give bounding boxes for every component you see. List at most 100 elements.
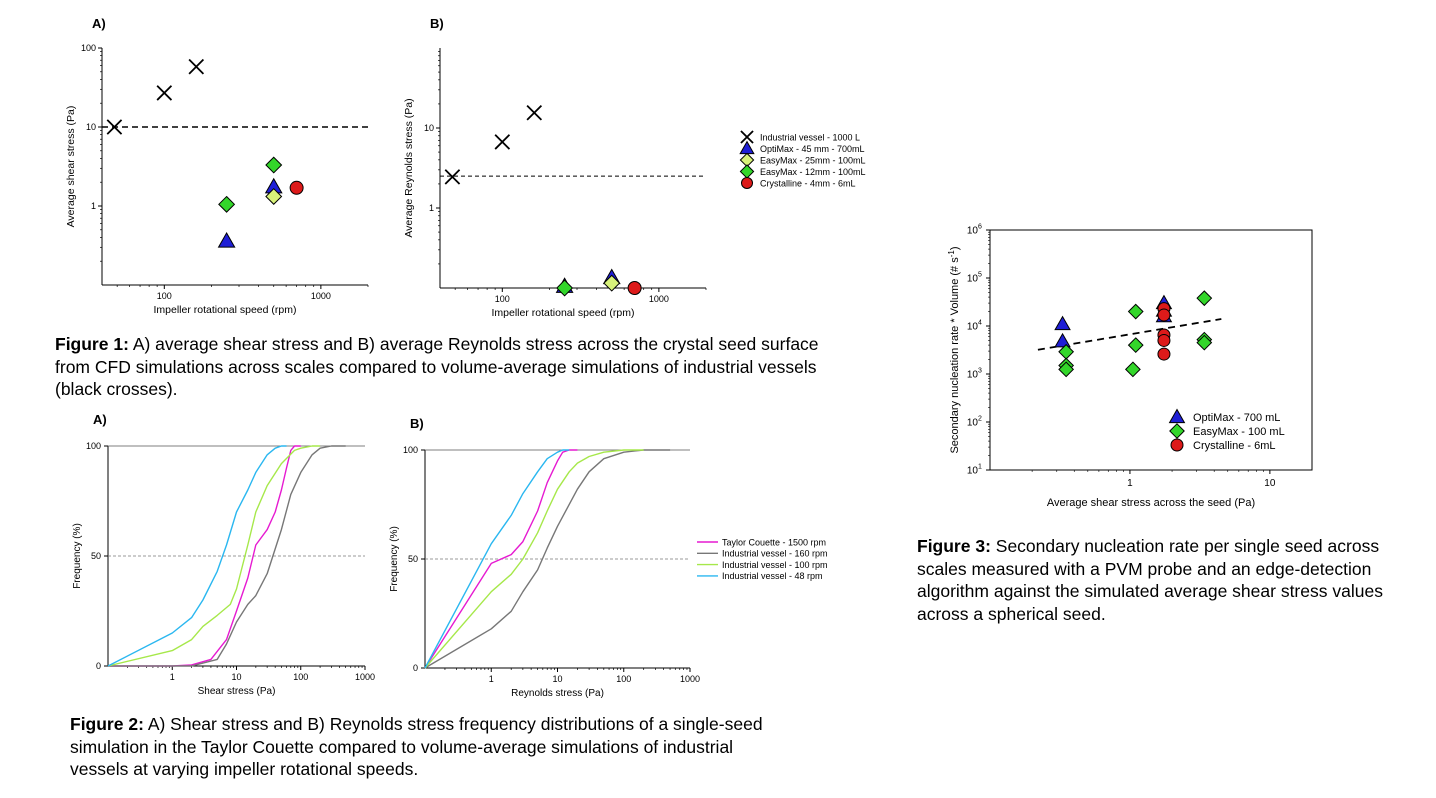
data-point-easymax-100-ml xyxy=(1124,361,1141,378)
legend-marker-easymax-12mm-100ml xyxy=(739,164,755,179)
y-tick-label: 100 xyxy=(86,441,101,451)
x-axis-title: Average shear stress across the seed (Pa… xyxy=(1047,497,1255,509)
x-tick-label: 10 xyxy=(552,674,562,684)
data-point-crystalline-6ml xyxy=(1157,308,1171,322)
legend-marker-easymax-100-ml xyxy=(1169,423,1185,439)
data-point-easymax-12mm-100ml xyxy=(265,156,283,174)
legend-marker-crystalline-6ml xyxy=(1170,438,1184,452)
y-tick-exponent: 3 xyxy=(978,368,982,375)
data-point-easymax-25mm-100ml xyxy=(265,187,283,205)
x-axis-title: Shear stress (Pa) xyxy=(198,686,276,697)
x-tick-label: 1000 xyxy=(649,294,669,304)
series-line-industrial-vessel-160-rpm xyxy=(424,449,671,669)
data-point-optimax-700-ml xyxy=(1054,332,1071,348)
legend-label: Industrial vessel - 160 rpm xyxy=(722,549,828,559)
legend-label: Crystalline - 6mL xyxy=(1193,440,1276,452)
y-tick-label: 10 xyxy=(967,418,979,429)
x-axis-title: Impeller rotational speed (rpm) xyxy=(492,307,635,319)
y-tick-label: 100 xyxy=(81,43,96,53)
x-tick-label: 1 xyxy=(489,674,494,684)
y-tick-label: 50 xyxy=(408,554,418,564)
legend-label: OptiMax - 45 mm - 700mL xyxy=(760,144,865,154)
legend-label: EasyMax - 12mm - 100mL xyxy=(760,167,866,177)
legend-label: Industrial vessel - 48 rpm xyxy=(722,571,823,581)
data-point-optimax-45-mm-700ml xyxy=(217,231,236,248)
figure-3-caption-text: Secondary nucleation rate per single see… xyxy=(917,536,1383,624)
data-point-crystalline-4mm-6ml xyxy=(289,180,304,195)
data-point-easymax-100-ml xyxy=(1196,290,1213,307)
y-tick-label: 10 xyxy=(967,322,979,333)
legend-label: Crystalline - 4mm - 6mL xyxy=(760,179,856,189)
panel-label: A) xyxy=(92,16,106,31)
series-line-industrial-vessel-48-rpm xyxy=(107,445,287,667)
y-tick-label: 10 xyxy=(424,123,434,133)
figure-1-caption: Figure 1: A) average shear stress and B)… xyxy=(55,333,825,401)
y-axis-title: Average shear stress (Pa) xyxy=(65,106,77,228)
figure-2-caption: Figure 2: A) Shear stress and B) Reynold… xyxy=(70,713,790,781)
legend-label: Taylor Couette - 1500 rpm xyxy=(722,537,826,547)
figure-2-caption-label: Figure 2: xyxy=(70,714,144,734)
x-tick-label: 100 xyxy=(157,291,172,301)
data-point-industrial-vessel-1000-l xyxy=(188,58,205,75)
x-tick-label: 1 xyxy=(1127,478,1133,489)
figure-1-panel-a: A) 100 10 1 100 1000 Impeller rotational speed… xyxy=(65,16,369,316)
y-tick-label: 10 xyxy=(967,226,979,237)
data-point-crystalline-6ml xyxy=(1157,347,1171,361)
x-tick-label: 1 xyxy=(170,672,175,682)
data-point-industrial-vessel-1000-l xyxy=(494,134,511,150)
figure-1-panel-b: B) 10 1 100 1000 Impeller rotational speed (r… xyxy=(403,16,707,319)
y-tick-exponent: 4 xyxy=(978,320,982,327)
series-line-industrial-vessel-160-rpm xyxy=(108,445,346,667)
figure-1-caption-text: A) average shear stress and B) average R… xyxy=(55,334,819,399)
y-tick-exponent: 1 xyxy=(978,464,982,471)
data-point-industrial-vessel-1000-l xyxy=(526,104,543,121)
legend-label: EasyMax - 25mm - 100mL xyxy=(760,156,866,166)
figure-2-legend: Taylor Couette - 1500 rpm Industrial vess… xyxy=(697,537,828,581)
data-point-easymax-25mm-100ml xyxy=(603,274,621,292)
panel-label: A) xyxy=(93,412,107,427)
y-tick-label: 10 xyxy=(967,370,979,381)
panel-label: B) xyxy=(430,16,444,31)
panel-label: B) xyxy=(410,416,424,431)
legend-marker-crystalline-4mm-6ml xyxy=(741,177,753,189)
data-point-industrial-vessel-1000-l xyxy=(444,169,461,185)
data-point-optimax-700-ml xyxy=(1054,315,1071,331)
data-point-easymax-100-ml xyxy=(1127,303,1144,320)
y-tick-label: 50 xyxy=(91,551,101,561)
x-tick-label: 10 xyxy=(1264,478,1276,489)
x-axis-title: Reynolds stress (Pa) xyxy=(511,688,604,699)
y-tick-exponent: 5 xyxy=(978,272,982,279)
data-point-easymax-100-ml xyxy=(1058,361,1075,378)
legend-label: OptiMax - 700 mL xyxy=(1193,412,1280,424)
x-tick-label: 100 xyxy=(495,294,510,304)
y-tick-label: 0 xyxy=(96,661,101,671)
data-point-easymax-12mm-100ml xyxy=(556,279,574,297)
y-tick-label: 100 xyxy=(403,445,418,455)
figure-1-caption-label: Figure 1: xyxy=(55,334,129,354)
y-axis-title: Frequency (%) xyxy=(72,523,83,589)
legend-marker-industrial-vessel-1000-l xyxy=(740,130,754,144)
figure-2-panel-a: A) 100 50 0 1 10 100 1000 Shear stress (Pa) Frequ… xyxy=(72,412,375,697)
x-tick-label: 1000 xyxy=(311,291,331,301)
x-tick-label: 100 xyxy=(293,672,308,682)
x-tick-label: 1000 xyxy=(680,674,700,684)
figure-3-caption: Figure 3: Secondary nucleation rate per … xyxy=(917,535,1427,625)
y-tick-label: 10 xyxy=(967,274,979,285)
x-tick-label: 1000 xyxy=(355,672,375,682)
data-point-easymax-100-ml xyxy=(1196,334,1213,351)
y-axis-title: Frequency (%) xyxy=(389,526,400,592)
data-point-easymax-12mm-100ml xyxy=(218,195,236,213)
legend-label: EasyMax - 100 mL xyxy=(1193,426,1285,438)
plot-frame xyxy=(989,229,1313,471)
series-line-industrial-vessel-48-rpm xyxy=(424,449,570,669)
y-tick-exponent: 2 xyxy=(978,416,982,423)
figure-3-caption-label: Figure 3: xyxy=(917,536,991,556)
y-axis-title: Secondary nucleation rate * Volume (# s-… xyxy=(947,246,961,453)
figure-2-panel-b: B) 100 50 0 1 10 100 1000 Reynolds stress (Pa) Fr… xyxy=(389,416,700,699)
legend-marker-optimax-45-mm-700ml xyxy=(739,140,755,155)
y-tick-label: 10 xyxy=(86,122,96,132)
series-line-industrial-vessel-100-rpm xyxy=(107,445,321,667)
data-point-crystalline-6ml xyxy=(1157,333,1171,347)
